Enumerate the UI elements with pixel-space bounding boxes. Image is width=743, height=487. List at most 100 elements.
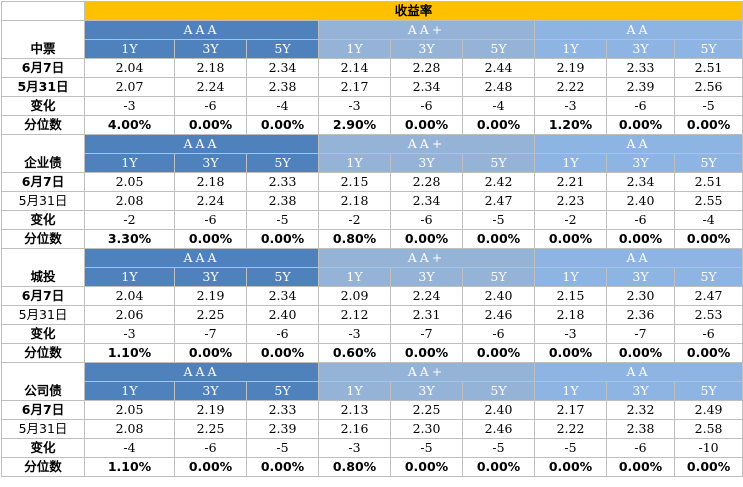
value-cell: 2.15 — [318, 172, 391, 192]
section-label: 公司债 — [1, 362, 85, 401]
value-cell: -5 — [390, 438, 463, 458]
value-cell: 2.90% — [318, 115, 391, 135]
tenor-header: 1Y — [318, 381, 391, 401]
rating-group-header: AA+ — [318, 248, 535, 268]
value-cell: -10 — [673, 438, 743, 458]
value-cell: 2.40 — [246, 305, 319, 325]
tenor-header: 1Y — [84, 381, 175, 401]
value-cell: 2.25 — [390, 400, 463, 420]
tenor-header: 5Y — [462, 153, 535, 173]
value-cell: 2.15 — [534, 286, 607, 306]
tenor-header: 3Y — [606, 381, 675, 401]
tenor-header: 5Y — [246, 39, 319, 59]
value-cell: 2.48 — [462, 77, 535, 97]
tenor-header: 3Y — [174, 153, 247, 173]
rating-group-header: AAA — [84, 362, 319, 382]
value-cell: 2.05 — [84, 172, 175, 192]
row-label: 变化 — [1, 210, 85, 230]
value-cell: 0.00% — [246, 229, 319, 249]
value-cell: -4 — [462, 96, 535, 116]
value-cell: 2.40 — [462, 286, 535, 306]
value-cell: 2.34 — [390, 191, 463, 211]
value-cell: -2 — [534, 210, 607, 230]
value-cell: -4 — [84, 438, 175, 458]
rating-group-header: AA+ — [318, 20, 535, 40]
value-cell: -7 — [606, 324, 675, 344]
tenor-header: 3Y — [606, 153, 675, 173]
value-cell: -2 — [84, 210, 175, 230]
tenor-header: 1Y — [318, 267, 391, 287]
tenor-header-row: 1Y 3Y 5Y 1Y 3Y 5Y 1Y 3Y 5Y — [2, 381, 743, 401]
rating-group-header: AA+ — [318, 134, 535, 154]
value-cell: 2.08 — [84, 191, 175, 211]
value-cell: 2.32 — [606, 400, 675, 420]
value-cell: 2.18 — [174, 58, 247, 78]
table-row: 变化 -4 -6 -5 -3 -5 -5 -5 -6 -10 — [1, 438, 743, 458]
value-cell: 2.04 — [84, 286, 175, 306]
row-label: 5月31日 — [1, 77, 85, 97]
value-cell: -3 — [318, 438, 391, 458]
value-cell: 2.49 — [673, 400, 743, 420]
table-row: 6月7日 2.04 2.18 2.34 2.14 2.28 2.44 2.19 2.33 2.51 — [1, 58, 743, 78]
tenor-header: 5Y — [673, 39, 743, 59]
value-cell: 2.55 — [673, 191, 743, 211]
value-cell: 1.20% — [534, 115, 607, 135]
tenor-header: 5Y — [462, 39, 535, 59]
tenor-header-row: 1Y 3Y 5Y 1Y 3Y 5Y 1Y 3Y 5Y — [2, 153, 743, 173]
row-label: 6月7日 — [1, 286, 85, 306]
row-label: 分位数 — [1, 115, 85, 135]
value-cell: 0.00% — [606, 343, 675, 363]
value-cell: 0.00% — [606, 457, 675, 477]
value-cell: 2.34 — [246, 58, 319, 78]
corner-cell — [1, 1, 85, 21]
rating-group-header: AA — [533, 20, 743, 40]
value-cell: 2.30 — [390, 419, 463, 439]
value-cell: 2.51 — [673, 58, 743, 78]
value-cell: 0.00% — [390, 115, 463, 135]
yield-table: 收益率 中票 AAA AA+ AA 1Y 3Y 5Y 1Y 3Y 5Y 1Y 3Y 5Y 6月7日 2.04… — [1, 1, 743, 477]
value-cell: 2.19 — [174, 286, 247, 306]
tenor-header: 1Y — [318, 39, 391, 59]
value-cell: 2.40 — [462, 400, 535, 420]
value-cell: 2.08 — [84, 419, 175, 439]
value-cell: 2.47 — [462, 191, 535, 211]
value-cell: -6 — [174, 438, 247, 458]
value-cell: 0.00% — [174, 229, 247, 249]
row-label: 5月31日 — [1, 305, 85, 325]
value-cell: -5 — [246, 438, 319, 458]
value-cell: 0.00% — [246, 343, 319, 363]
value-cell: 0.00% — [606, 115, 675, 135]
tenor-header: 1Y — [534, 267, 607, 287]
table-row: 变化 -2 -6 -5 -2 -6 -5 -2 -6 -4 — [1, 210, 743, 230]
value-cell: 2.17 — [318, 77, 391, 97]
value-cell: 2.28 — [390, 58, 463, 78]
tenor-header: 5Y — [462, 381, 535, 401]
value-cell: -3 — [84, 324, 175, 344]
value-cell: 2.53 — [673, 305, 743, 325]
value-cell: 2.25 — [174, 305, 247, 325]
tenor-header: 5Y — [673, 153, 743, 173]
section-group-header-row: 城投 AAA AA+ AA — [1, 248, 743, 287]
value-cell: 2.56 — [673, 77, 743, 97]
row-label: 6月7日 — [1, 58, 85, 78]
value-cell: 0.00% — [174, 457, 247, 477]
value-cell: -6 — [462, 324, 535, 344]
value-cell: 2.34 — [246, 286, 319, 306]
value-cell: -6 — [390, 96, 463, 116]
row-label: 变化 — [1, 324, 85, 344]
value-cell: -6 — [606, 438, 675, 458]
tenor-header: 3Y — [606, 267, 675, 287]
tenor-header-row: 1Y 3Y 5Y 1Y 3Y 5Y 1Y 3Y 5Y — [2, 267, 743, 287]
value-cell: 0.00% — [673, 229, 743, 249]
section-label: 城投 — [1, 248, 85, 287]
value-cell: 0.00% — [673, 457, 743, 477]
value-cell: -4 — [246, 96, 319, 116]
value-cell: 2.40 — [606, 191, 675, 211]
value-cell: -5 — [246, 210, 319, 230]
value-cell: 0.00% — [246, 457, 319, 477]
value-cell: 2.18 — [318, 191, 391, 211]
tenor-header: 3Y — [606, 39, 675, 59]
value-cell: 2.33 — [246, 172, 319, 192]
value-cell: 2.19 — [534, 58, 607, 78]
value-cell: -7 — [174, 324, 247, 344]
